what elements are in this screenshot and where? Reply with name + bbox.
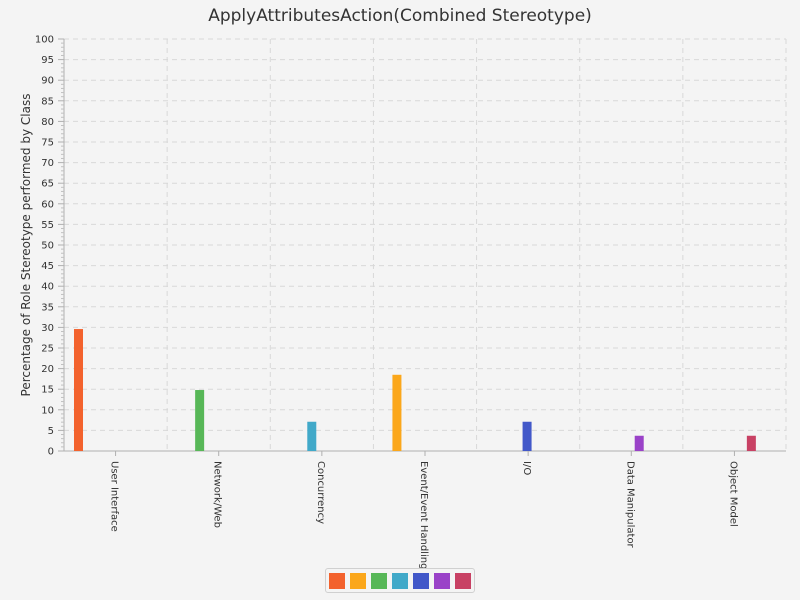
y-tick-label: 35 <box>41 302 54 313</box>
y-tick-label: 70 <box>41 158 54 169</box>
y-tick-label: 25 <box>41 344 54 355</box>
bar <box>746 435 756 451</box>
y-tick-label: 65 <box>41 179 54 190</box>
y-tick-label: 5 <box>48 426 54 437</box>
y-tick-label: 75 <box>41 138 54 149</box>
x-tick-label: Concurrency <box>315 461 326 524</box>
bar <box>74 329 83 451</box>
x-tick-label: Object Model <box>727 461 738 527</box>
bar <box>195 390 205 451</box>
gridlines <box>64 38 787 451</box>
labels: 0 5 10 15 20 25 30 35 40 45 50 55 60 65 70 75 80 85 90 95 10… <box>35 35 739 570</box>
bar <box>522 421 532 451</box>
y-tick-label: 85 <box>41 96 54 107</box>
axes <box>58 38 786 456</box>
y-tick-label: 40 <box>41 282 54 293</box>
y-tick-label: 60 <box>41 199 54 210</box>
legend-swatch <box>329 572 345 589</box>
y-tick-label: 10 <box>41 405 54 416</box>
y-tick-label: 20 <box>41 364 54 375</box>
y-tick-label: 50 <box>41 241 54 252</box>
y-tick-label: 90 <box>41 76 54 87</box>
y-tick-label: 100 <box>35 35 54 46</box>
y-tick-label: 80 <box>41 117 54 128</box>
x-tick-label: Event/Event Handling <box>418 461 429 569</box>
y-tick-label: 55 <box>41 220 54 231</box>
chart-title: ApplyAttributesAction(Combined Stereotyp… <box>208 6 592 26</box>
legend-swatch <box>434 572 450 589</box>
x-tick-label: I/O <box>521 461 532 475</box>
legend-swatch <box>455 572 471 589</box>
x-tick-label: Network/Web <box>212 461 223 528</box>
legend-swatch <box>350 572 366 589</box>
bar <box>392 374 402 451</box>
y-tick-label: 95 <box>41 55 54 66</box>
bar <box>307 421 317 451</box>
legend-swatch <box>413 572 429 589</box>
bars <box>74 329 756 451</box>
x-tick-label: Data Manipulator <box>624 461 635 549</box>
y-axis-title: Percentage of Role Stereotype performed … <box>19 94 33 397</box>
legend-swatch <box>392 572 408 589</box>
legend-swatch <box>371 572 387 589</box>
x-tick-label: User Interface <box>109 461 120 532</box>
y-tick-label: 45 <box>41 261 54 272</box>
y-tick-label: 0 <box>48 447 54 458</box>
bar <box>634 435 644 451</box>
legend <box>325 568 475 593</box>
y-tick-label: 30 <box>41 323 54 334</box>
y-tick-label: 15 <box>41 385 54 396</box>
